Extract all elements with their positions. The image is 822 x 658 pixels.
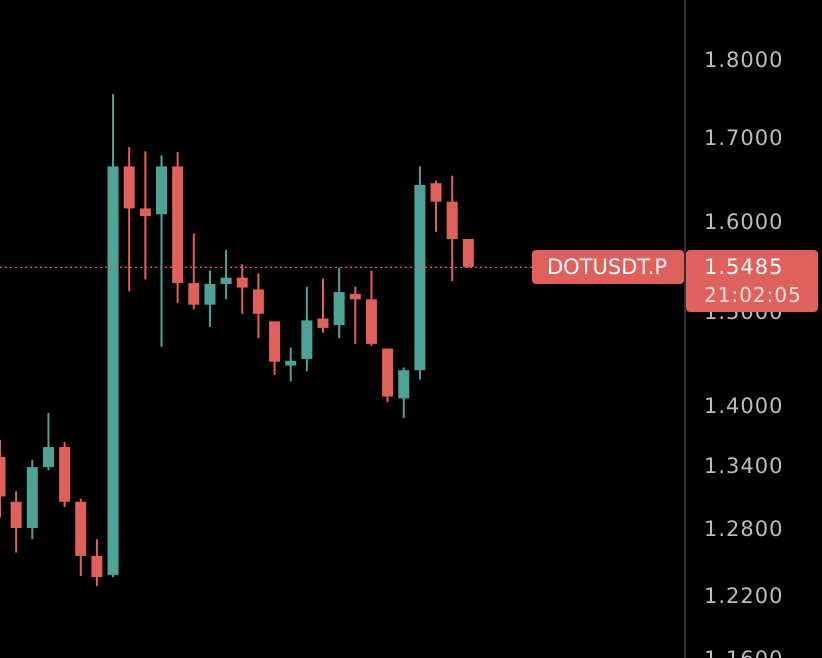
candle[interactable] bbox=[59, 442, 71, 507]
candle[interactable] bbox=[0, 440, 6, 518]
candle[interactable] bbox=[301, 286, 313, 372]
candle-body bbox=[382, 348, 394, 397]
candle[interactable] bbox=[91, 539, 103, 587]
candle-body bbox=[462, 239, 474, 267]
candle-body bbox=[59, 447, 71, 502]
last-price-badge-background bbox=[686, 250, 818, 312]
candle[interactable] bbox=[430, 180, 442, 232]
candle[interactable] bbox=[252, 273, 264, 339]
candle-body bbox=[188, 283, 200, 305]
candle-body bbox=[0, 457, 6, 497]
candle-body bbox=[285, 360, 297, 366]
candle[interactable] bbox=[139, 151, 151, 280]
candle[interactable] bbox=[269, 321, 281, 375]
candle-body bbox=[42, 447, 54, 468]
symbol-label-text: DOTUSDT.P bbox=[547, 255, 667, 279]
candle-series bbox=[0, 94, 474, 587]
last-price-value: 1.5485 bbox=[704, 255, 783, 279]
candle-body bbox=[236, 277, 248, 288]
symbol-label-background bbox=[532, 250, 684, 284]
candle[interactable] bbox=[414, 166, 426, 380]
candle[interactable] bbox=[204, 270, 216, 327]
candle-body bbox=[75, 501, 87, 556]
last-price-badge: 1.5485 21:02:05 bbox=[686, 250, 818, 312]
price-tick-label: 1.3400 bbox=[704, 454, 783, 478]
candle[interactable] bbox=[398, 367, 410, 418]
candle-body bbox=[301, 320, 313, 359]
candle[interactable] bbox=[26, 460, 38, 540]
candle-body bbox=[220, 277, 232, 284]
candle[interactable] bbox=[317, 278, 329, 333]
candle[interactable] bbox=[42, 413, 54, 471]
price-tick-label: 1.8000 bbox=[704, 48, 783, 72]
candle[interactable] bbox=[446, 175, 458, 282]
candle[interactable] bbox=[188, 233, 200, 310]
candle[interactable] bbox=[107, 94, 119, 578]
candle[interactable] bbox=[172, 152, 184, 303]
candle[interactable] bbox=[123, 147, 135, 292]
candle-body bbox=[172, 166, 184, 284]
candle-body bbox=[446, 201, 458, 239]
candle-body bbox=[107, 166, 119, 575]
candle-body bbox=[269, 321, 281, 362]
price-tick-label: 1.1600 bbox=[704, 647, 783, 658]
price-tick-label: 1.2800 bbox=[704, 517, 783, 541]
candle[interactable] bbox=[10, 491, 22, 553]
candle[interactable] bbox=[462, 239, 474, 268]
candle-body bbox=[317, 318, 329, 328]
candle-body bbox=[333, 292, 345, 326]
candle-body bbox=[26, 467, 38, 528]
candle-body bbox=[430, 183, 442, 202]
candle[interactable] bbox=[75, 498, 87, 577]
candle[interactable] bbox=[365, 270, 377, 346]
candle-body bbox=[91, 555, 103, 578]
candle-body bbox=[414, 184, 426, 371]
candle[interactable] bbox=[382, 348, 394, 403]
candle[interactable] bbox=[333, 267, 345, 339]
candle[interactable] bbox=[220, 249, 232, 300]
price-tick-label: 1.4000 bbox=[704, 394, 783, 418]
candle-body bbox=[10, 501, 22, 528]
candle-countdown: 21:02:05 bbox=[704, 283, 802, 307]
candle-body bbox=[349, 293, 361, 300]
candle-body bbox=[398, 370, 410, 399]
candle-body bbox=[252, 289, 264, 314]
symbol-label: DOTUSDT.P bbox=[532, 250, 684, 284]
price-tick-label: 1.6000 bbox=[704, 210, 783, 234]
candle-body bbox=[139, 208, 151, 216]
price-tick-label: 1.7000 bbox=[704, 126, 783, 150]
candle[interactable] bbox=[285, 347, 297, 382]
candle-body bbox=[156, 166, 167, 215]
candle-body bbox=[204, 284, 216, 305]
candle[interactable] bbox=[236, 264, 248, 314]
candle[interactable] bbox=[156, 155, 167, 347]
candle-body bbox=[123, 166, 135, 209]
candle-body bbox=[365, 299, 377, 344]
candle[interactable] bbox=[349, 286, 361, 344]
price-tick-label: 1.2200 bbox=[704, 584, 783, 608]
